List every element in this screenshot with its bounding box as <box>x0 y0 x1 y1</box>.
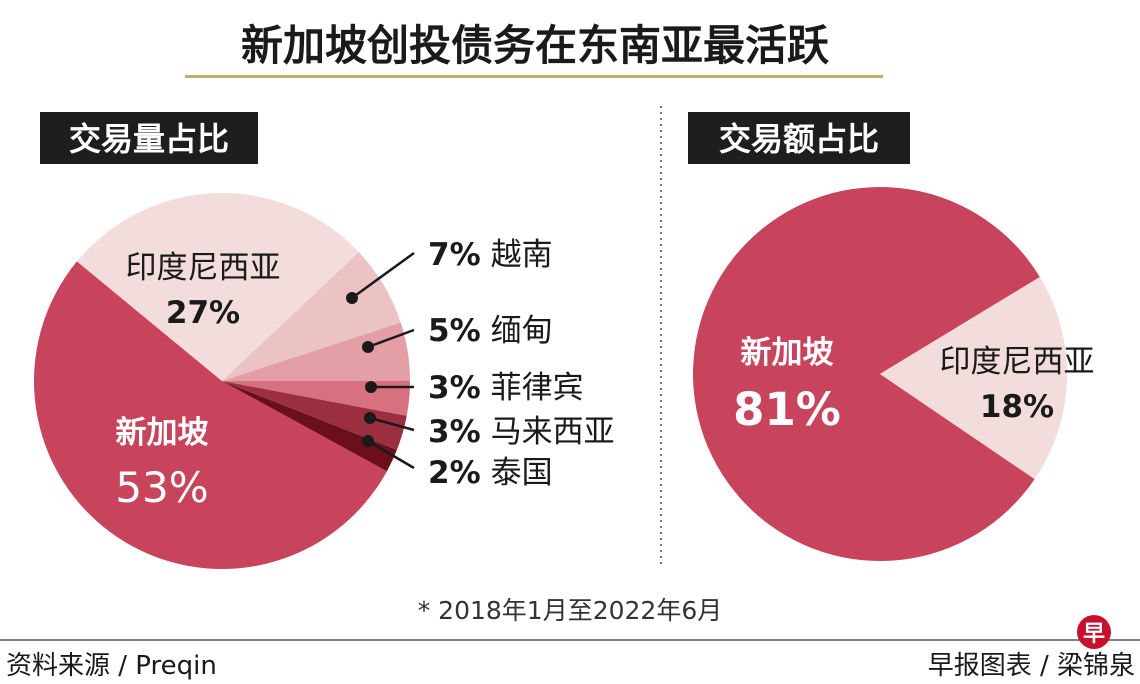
logo-circle <box>1077 615 1111 649</box>
source-text: 资料来源 / Preqin <box>6 651 217 681</box>
pie-slice-indonesia <box>76 193 359 381</box>
label-singapore-name: 新加坡 <box>116 415 209 451</box>
left-chart-title: 交易量占比 <box>69 120 229 158</box>
callout-philippines: 3% 菲律宾 <box>428 370 584 406</box>
callout-thailand: 2% 泰国 <box>428 455 553 491</box>
callouts <box>351 251 415 470</box>
leader-thailand <box>367 439 415 470</box>
credit-text: 早报图表 / 梁锦泉 <box>928 651 1135 681</box>
label-indonesia-amount-name: 印度尼西亚 <box>940 344 1095 380</box>
leader-myanmar <box>367 328 415 349</box>
label-singapore-value: 53% <box>115 463 208 512</box>
pie-slice-malaysia <box>222 381 407 450</box>
left-pie <box>33 193 411 570</box>
right-label-box <box>688 112 910 164</box>
dot-philippines <box>365 381 377 393</box>
pie-slice-indonesia-amount <box>880 276 1067 480</box>
callout-vietnam: 7% 越南 <box>428 237 553 273</box>
leader-malaysia <box>369 416 415 432</box>
label-singapore-amount-value: 81% <box>733 383 841 436</box>
callout-malaysia: 3% 马来西亚 <box>428 414 615 450</box>
dot-myanmar <box>362 341 374 353</box>
right-pie <box>692 186 1067 561</box>
label-singapore-amount-name: 新加坡 <box>741 335 834 371</box>
pie-slice-vietnam <box>222 252 401 381</box>
callout-myanmar: 5% 缅甸 <box>428 313 553 349</box>
pie-slice-myanmar <box>222 322 410 381</box>
label-indonesia-amount-value: 18% <box>980 389 1054 425</box>
label-indonesia-value: 27% <box>166 295 240 331</box>
dot-thailand <box>362 435 374 447</box>
dot-vietnam <box>346 292 358 304</box>
page-title: 新加坡创投债务在东南亚最活跃 <box>241 21 830 70</box>
title-rule <box>185 75 883 78</box>
pie-slice-singapore <box>33 261 387 570</box>
pie-slice-thailand <box>222 381 397 472</box>
left-label-box <box>40 112 258 164</box>
pie-slice-philippines <box>222 380 411 416</box>
label-indonesia-name: 印度尼西亚 <box>126 250 281 286</box>
logo-char: 早 <box>1083 622 1105 647</box>
dot-malaysia <box>364 412 376 424</box>
date-range-note: * 2018年1月至2022年6月 <box>418 596 723 625</box>
leader-vietnam <box>351 251 415 300</box>
pie-slice-singapore-amount <box>692 186 1040 561</box>
right-chart-title: 交易额占比 <box>719 120 879 158</box>
